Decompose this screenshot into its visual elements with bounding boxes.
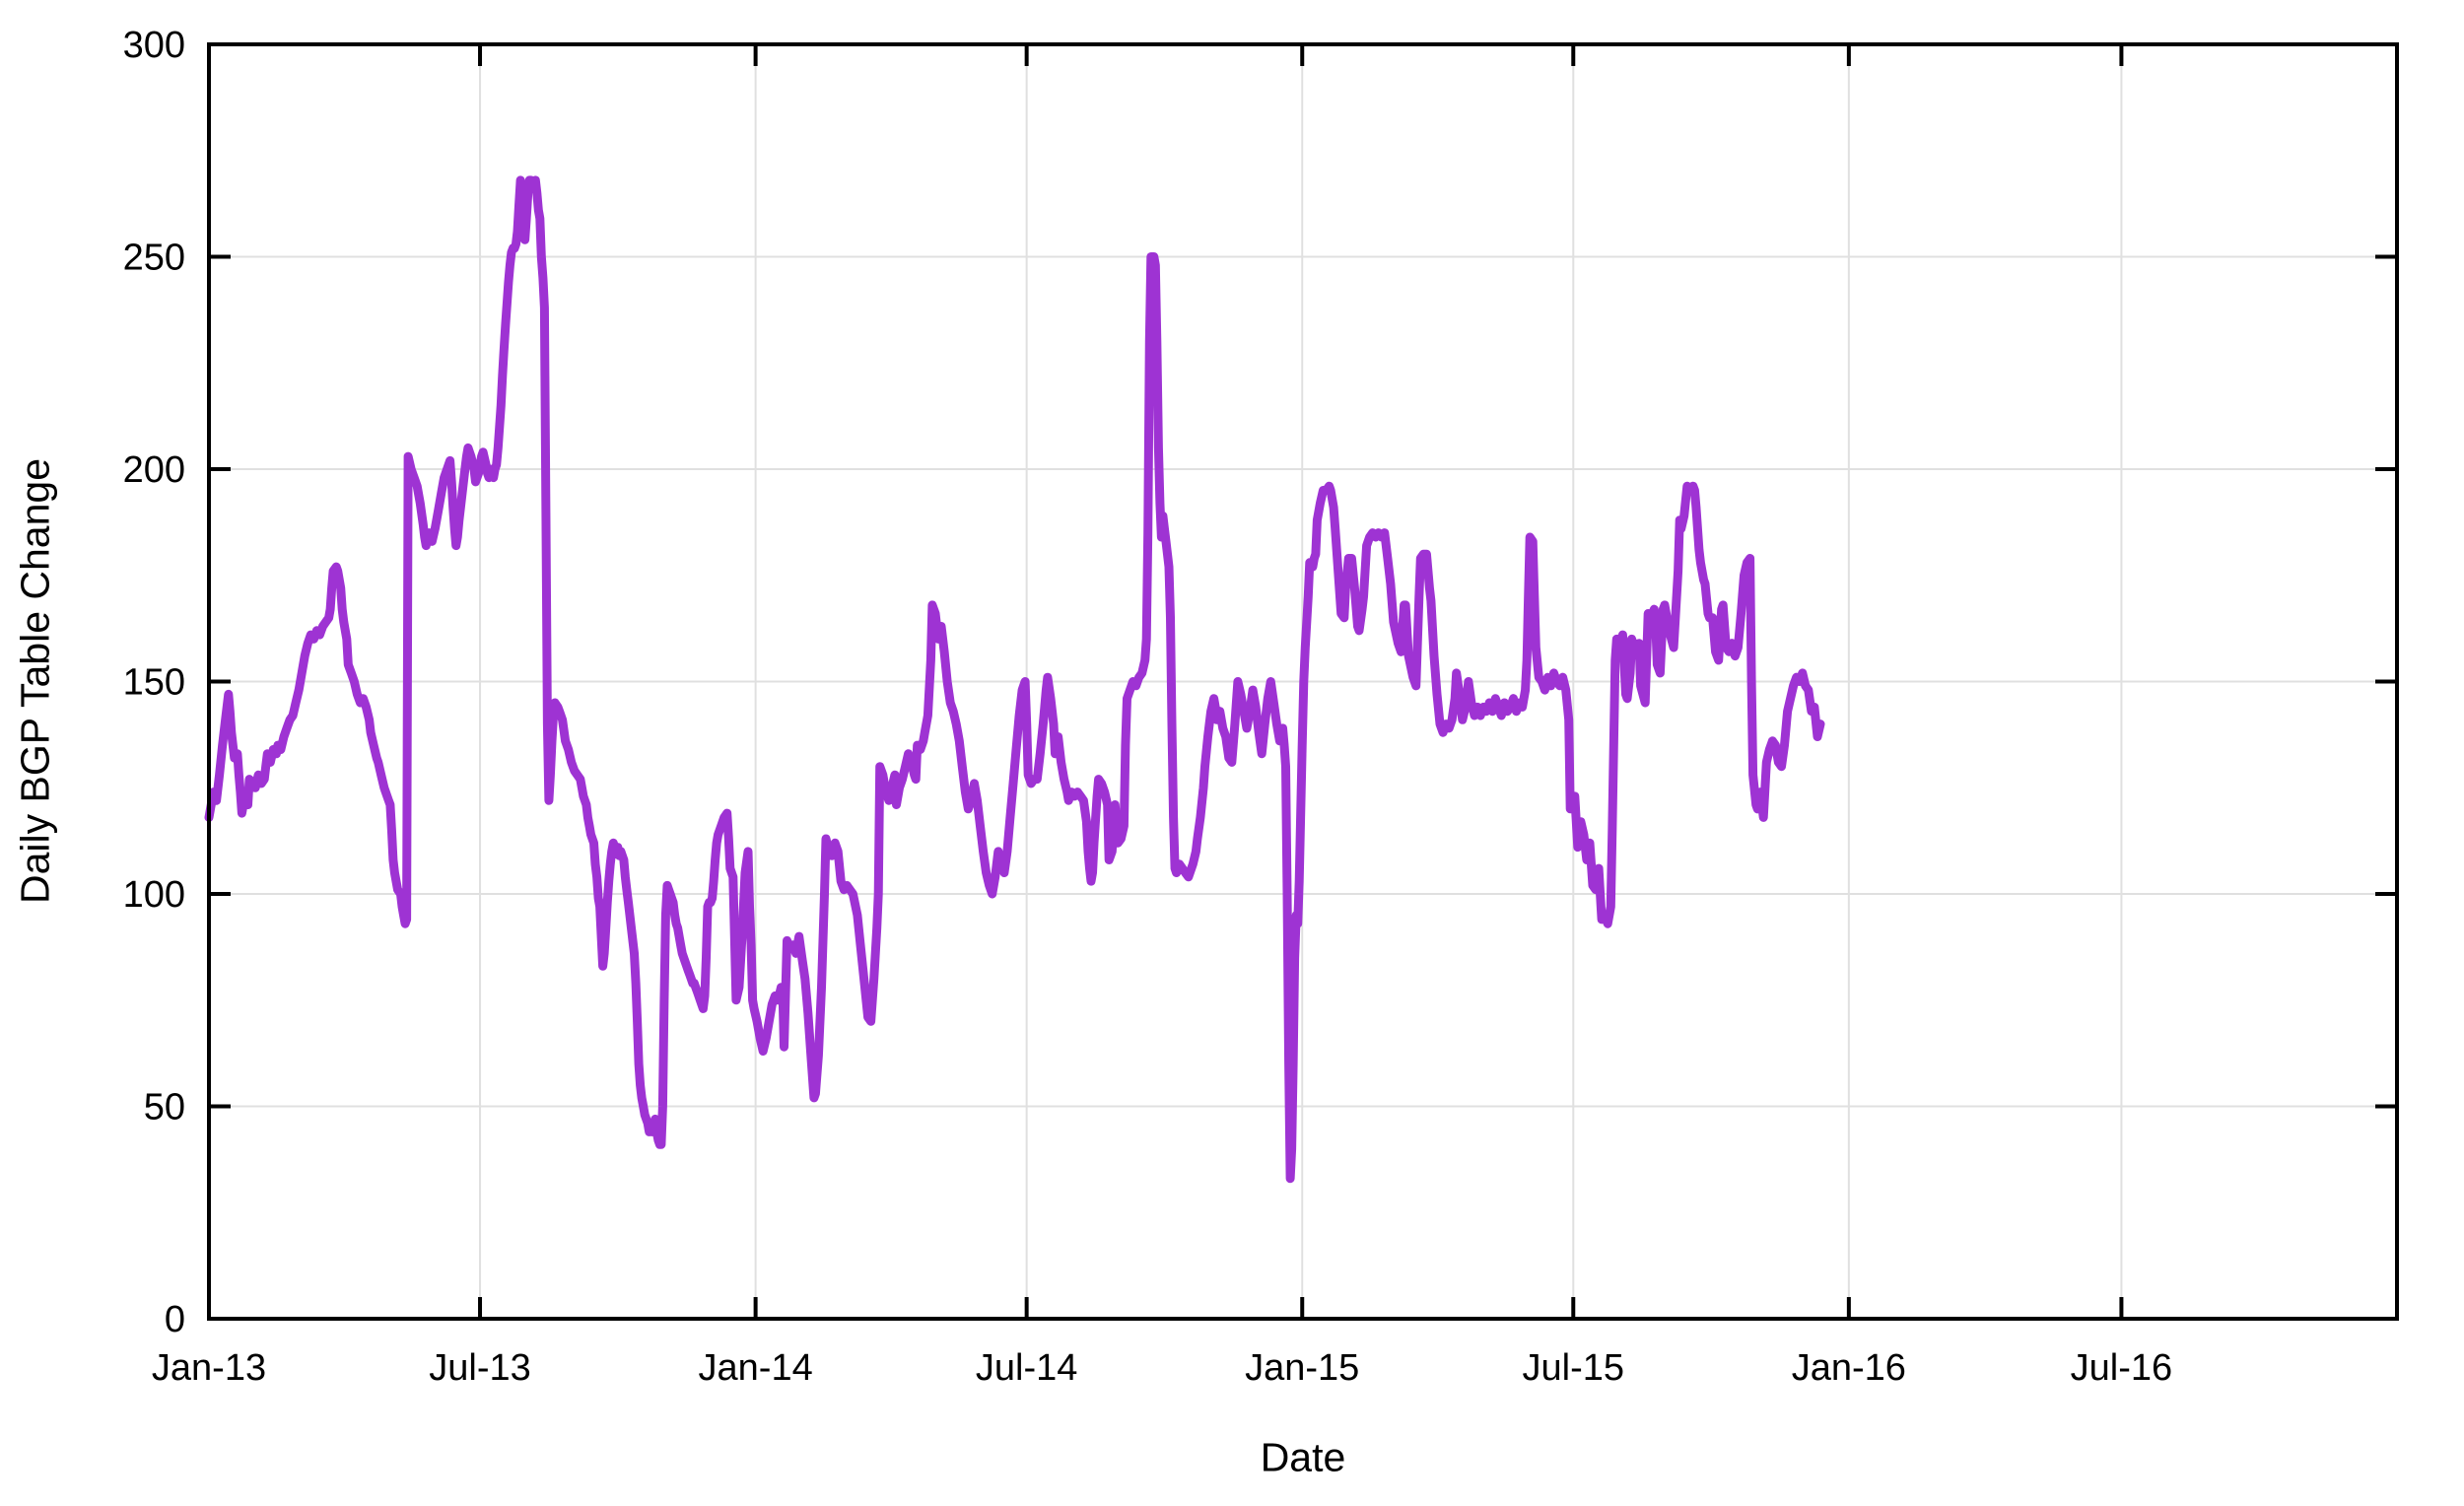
y-tick-label: 0 [165, 1299, 185, 1340]
y-tick-label: 150 [123, 662, 185, 704]
y-tick-label: 100 [123, 874, 185, 916]
data-series [204, 175, 1825, 1184]
x-tick-label: Jan-13 [152, 1347, 266, 1389]
gridlines [209, 44, 2397, 1319]
x-tick-label: Jul-16 [2071, 1347, 2173, 1389]
y-tick-label: 300 [123, 25, 185, 66]
x-tick-label: Jan-15 [1245, 1347, 1359, 1389]
y-tick-label: 200 [123, 449, 185, 491]
x-axis-title: Date [1260, 1434, 1346, 1480]
x-tick-label: Jan-14 [699, 1347, 813, 1389]
series-line [204, 175, 1825, 1184]
x-tick-label: Jul-13 [429, 1347, 531, 1389]
y-axis-title: Daily BGP Table Change [12, 457, 58, 905]
y-tick-label: 250 [123, 238, 185, 279]
x-tick-label: Jan-16 [1792, 1347, 1906, 1389]
axis-ticks [207, 42, 2397, 1321]
y-tick-label: 50 [144, 1087, 185, 1129]
tick-labels: 0 50 100 150 200 250 300 Jan-13 Jul-13 Jan-14 Jul-… [123, 25, 2173, 1389]
x-tick-label: Jul-14 [976, 1347, 1078, 1389]
x-tick-label: Jul-15 [1523, 1347, 1625, 1389]
